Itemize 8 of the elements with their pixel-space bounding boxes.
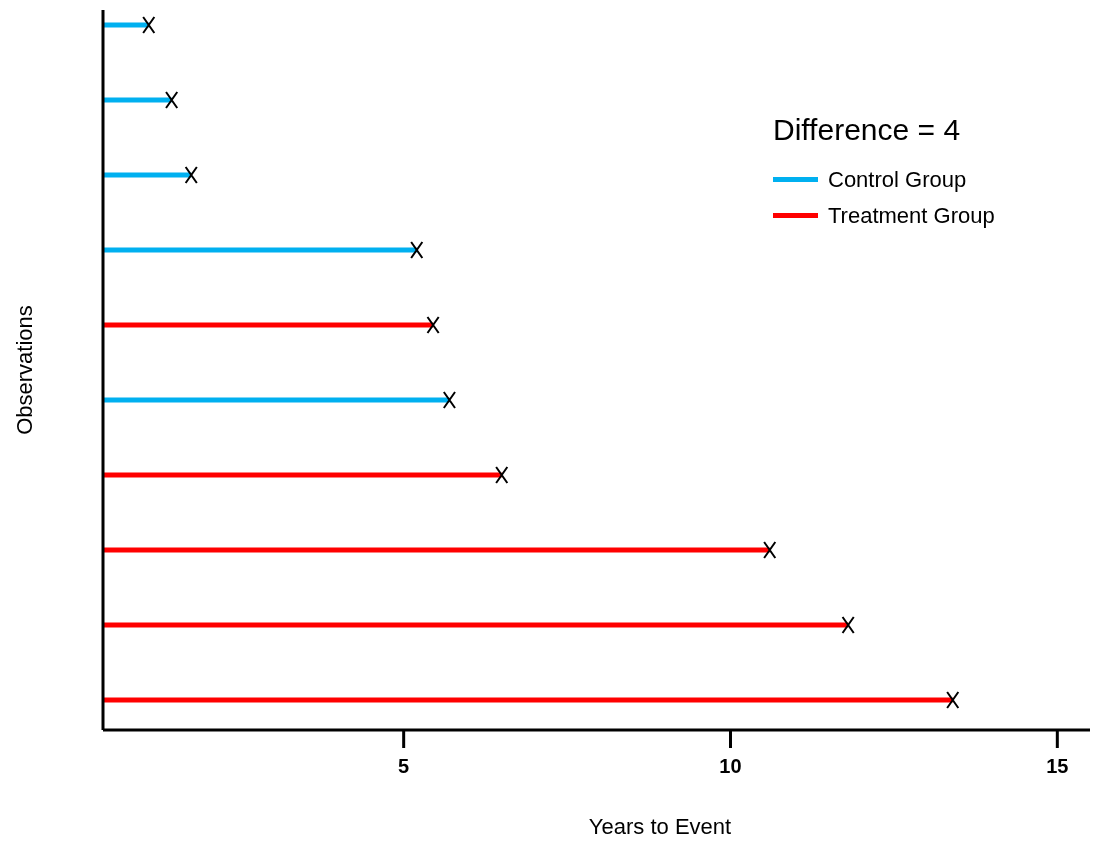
legend-label: Treatment Group <box>828 203 995 228</box>
x-tick-label: 10 <box>719 755 742 777</box>
legend-label: Control Group <box>828 167 967 192</box>
legend-title: Difference = 4 <box>773 113 961 146</box>
x-tick-label: 15 <box>1046 755 1069 777</box>
y-axis-title: Observations <box>12 305 37 435</box>
x-axis-title: Years to Event <box>588 814 732 839</box>
x-tick-label: 5 <box>398 755 410 777</box>
